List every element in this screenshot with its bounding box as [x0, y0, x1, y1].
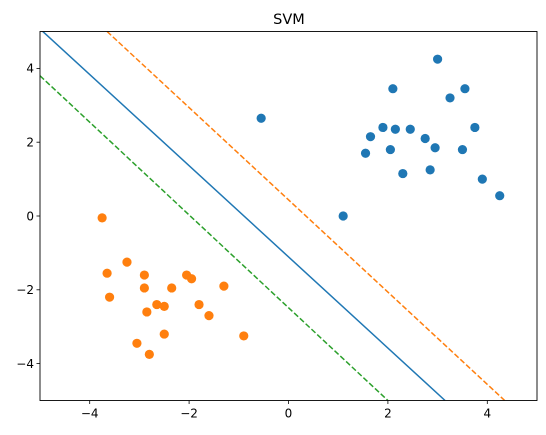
y-tick-label: 4 [26, 62, 34, 76]
series-1-point [398, 168, 408, 179]
series-2-point [159, 329, 169, 339]
series-1-point [360, 148, 371, 158]
series-1-point [433, 54, 443, 64]
series-1-point [425, 165, 435, 175]
series-1-point [495, 191, 505, 201]
x-tick-label: 0 [285, 407, 293, 421]
series-1-point [378, 122, 388, 133]
x-tick-label: −2 [180, 407, 198, 421]
y-tick-label: −4 [16, 357, 34, 371]
axes-ticks: −4 −2 0 2 4 −4 −2 0 2 4 [16, 62, 491, 421]
y-tick-label: 2 [26, 136, 34, 150]
series-1-point [338, 211, 348, 221]
series-1-point [405, 124, 415, 134]
plot-lines [40, 31, 506, 401]
series-1-point [460, 84, 470, 94]
lower-margin-line [40, 75, 389, 401]
series-2-point [167, 283, 177, 293]
decision-boundary-line [41, 31, 446, 401]
series-2-point [104, 292, 115, 302]
series-2-point [132, 338, 142, 348]
series-1-point [390, 124, 400, 134]
series-2-point [219, 281, 229, 291]
x-tick-label: −4 [81, 407, 99, 421]
series-2-point [142, 307, 152, 317]
x-tick-label: 2 [384, 407, 392, 421]
series-2-point [186, 274, 197, 284]
series-1-point [470, 122, 480, 133]
series-2-point [194, 299, 204, 310]
series-1-point [385, 144, 395, 155]
series-1-point [457, 144, 468, 155]
chart-title: SVM [273, 12, 305, 28]
y-tick-label: −2 [16, 283, 34, 297]
series-1-point [420, 133, 430, 144]
series-2-point [204, 311, 214, 321]
series-1-point [430, 143, 440, 153]
series-1-point [388, 84, 398, 94]
series-2-point [139, 283, 149, 293]
upper-margin-line [106, 31, 506, 401]
y-tick-label: 0 [26, 209, 34, 223]
series-2-point [159, 301, 169, 312]
series-1-point [477, 174, 487, 184]
series-2-point [144, 349, 154, 359]
series-2-point [139, 270, 149, 280]
series-1-point [256, 113, 266, 123]
series-1-point [365, 132, 376, 142]
series-1-point [445, 93, 455, 103]
series-2-point [102, 268, 112, 278]
x-tick-label: 4 [483, 407, 491, 421]
series-2-point [122, 257, 132, 267]
plot-points [97, 54, 505, 359]
series-2-point [97, 213, 107, 223]
series-2-point [152, 299, 162, 310]
series-2-point [239, 331, 249, 341]
